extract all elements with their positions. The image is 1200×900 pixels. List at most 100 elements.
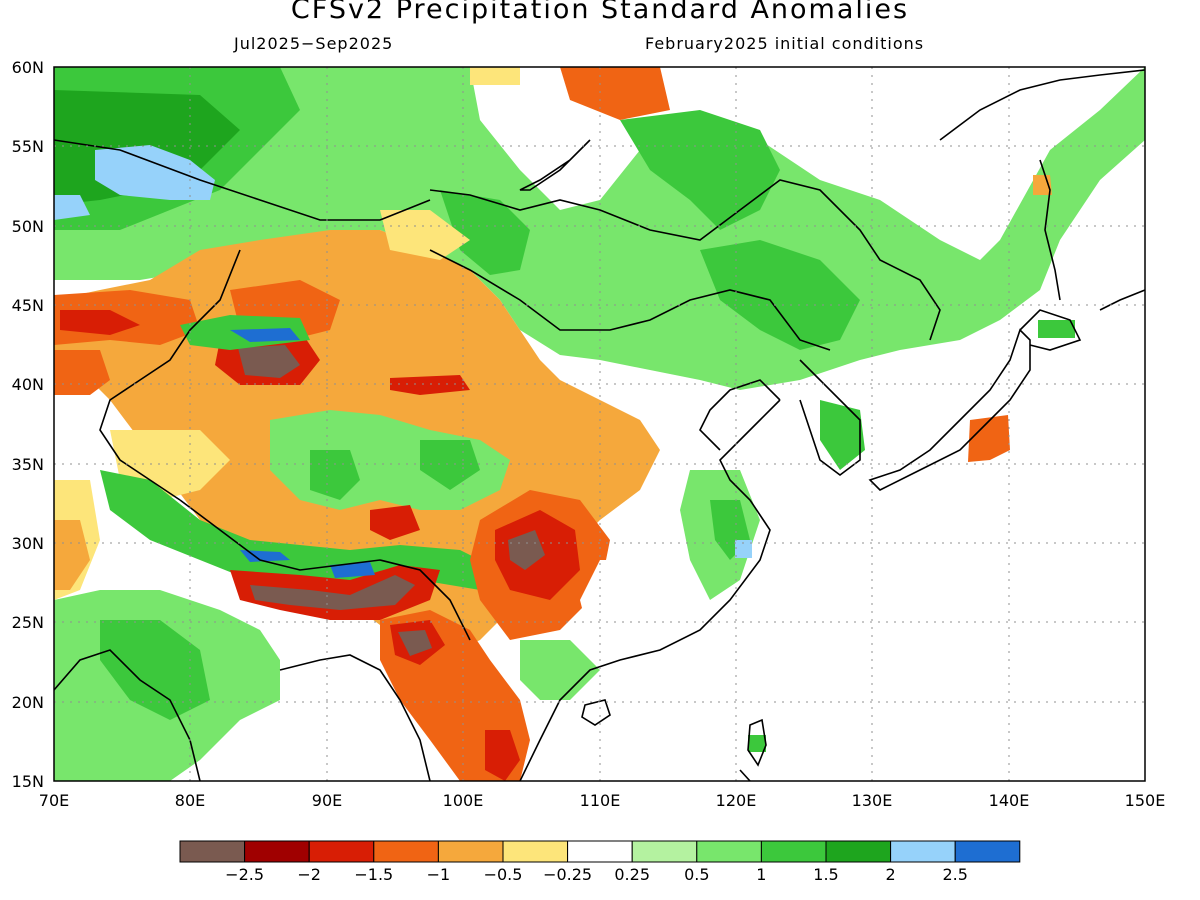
lon-label-100e: 100E: [443, 791, 484, 810]
region-india-orange: [54, 520, 90, 590]
lon-label-120e: 120E: [716, 791, 757, 810]
region-north-yellow: [470, 67, 520, 85]
region-xinjiang-brown: [238, 345, 300, 378]
map-title: CFSv2 Precipitation Standard Anomalies: [290, 0, 910, 25]
region-east-green: [700, 240, 860, 350]
legend-swatch: [760, 840, 827, 863]
baikal-lake: [519, 139, 591, 191]
region-shanghai-lightblue: [735, 540, 752, 558]
anomaly-field: [54, 67, 1145, 781]
region-himalaya-blue-east: [330, 562, 375, 578]
lat-label-20n: 20N: [12, 693, 44, 712]
siberia-coast: [939, 69, 1145, 141]
sakhalin-coast: [1039, 159, 1061, 301]
legend-swatch: [308, 840, 375, 863]
legend-label: −1.5: [354, 865, 393, 884]
bay-bengal-coast: [279, 654, 431, 781]
legend-swatch: [244, 840, 310, 863]
region-hokkaido-green: [1038, 320, 1075, 338]
legend-swatch: [373, 840, 439, 863]
lon-label-130e: 130E: [852, 791, 893, 810]
map-frame: [53, 66, 1146, 782]
china-mongolia-border: [429, 249, 831, 351]
region-balkhash-lightblue: [95, 145, 215, 200]
region-indochina-red: [485, 730, 520, 781]
region-south-china-white: [580, 560, 690, 660]
legend-label: 1.5: [813, 865, 838, 884]
region-japan-orange: [968, 415, 1010, 462]
initial-conditions: February2025 initial conditions: [645, 34, 925, 53]
region-himalaya-green: [100, 470, 500, 590]
region-himalaya-blue: [240, 550, 290, 562]
lat-label-55n: 55N: [12, 137, 44, 156]
china-west-border: [99, 249, 241, 501]
region-tibet-darkgreen-east: [420, 440, 480, 490]
legend-swatch: [179, 840, 246, 863]
himalaya-border: [179, 499, 471, 641]
lon-label-140e: 140E: [989, 791, 1030, 810]
legend-label: −2.5: [225, 865, 264, 884]
legend-label: 1: [756, 865, 766, 884]
hokkaido-coast: [1019, 309, 1082, 351]
region-india-darkgreen: [100, 620, 210, 720]
korea-coast: [799, 359, 861, 476]
color-legend: −2.5 −2 −1.5 −1 −0.5 −0.25 0.25 0.5 1 1.5 2 2.5: [179, 840, 1021, 884]
legend-label: −0.25: [543, 865, 592, 884]
region-myanmar-brown: [398, 630, 432, 656]
region-xinjiang-yellow-north: [380, 210, 470, 260]
region-tibet-darkgreen: [310, 450, 360, 500]
kazakhstan-border: [54, 139, 431, 221]
region-indochina-green: [520, 640, 600, 700]
region-tienshan-blue: [230, 328, 300, 342]
legend-swatch: [825, 840, 892, 863]
region-manchuria-green: [620, 110, 780, 230]
legend-swatch: [437, 840, 504, 863]
legend-label: −1: [427, 865, 451, 884]
hainan-coast: [581, 699, 611, 726]
forecast-period: Jul2025−Sep2025: [234, 34, 394, 53]
region-north-orange: [560, 67, 670, 120]
region-west-siberia-lightblue: [54, 195, 90, 220]
region-himalaya-brown: [250, 575, 415, 610]
coastlines: [54, 69, 1145, 781]
lon-label-90e: 90E: [312, 791, 342, 810]
indochina-coast: [519, 399, 781, 781]
lat-label-50n: 50N: [12, 217, 44, 236]
lat-label-35n: 35N: [12, 455, 44, 474]
region-taklimakan-red: [390, 375, 470, 395]
legend-label: −2: [297, 865, 321, 884]
russia-china-border: [429, 179, 941, 341]
region-sichuan-brown: [508, 530, 545, 570]
philippines-coast: [739, 769, 751, 781]
legend-label: −0.5: [484, 865, 523, 884]
lat-label-60n: 60N: [12, 58, 44, 77]
legend-swatches: [179, 840, 1021, 863]
legend-swatch: [502, 840, 569, 863]
legend-labels: −2.5 −2 −1.5 −1 −0.5 −0.25 0.25 0.5 1 1.5 2 2.5: [225, 865, 968, 884]
bohai-coast: [699, 379, 781, 451]
legend-swatch: [696, 840, 762, 863]
legend-label: 2: [886, 865, 896, 884]
region-sichuan-red-2: [370, 505, 420, 540]
longitude-axis: 70E 80E 90E 100E 110E 120E 130E 140E 150…: [39, 791, 1166, 810]
legend-swatch: [954, 840, 1021, 863]
legend-label: 2.5: [942, 865, 967, 884]
latitude-axis: 60N 55N 50N 45N 40N 35N 30N 25N 20N 15N: [12, 58, 44, 791]
lon-label-150e: 150E: [1125, 791, 1166, 810]
lat-label-25n: 25N: [12, 613, 44, 632]
legend-swatch: [567, 840, 633, 863]
legend-label: 0.25: [614, 865, 650, 884]
lat-label-30n: 30N: [12, 534, 44, 553]
legend-swatch: [890, 840, 956, 863]
kamchatka-coast: [1099, 289, 1145, 311]
legend-swatch: [631, 840, 698, 863]
lon-label-70e: 70E: [39, 791, 69, 810]
region-korea-green: [820, 400, 865, 470]
region-taiwan-green: [748, 735, 766, 752]
taiwan-coast: [747, 718, 767, 767]
lat-label-15n: 15N: [12, 772, 44, 791]
lat-label-40n: 40N: [12, 375, 44, 394]
region-kazakh-red: [60, 310, 140, 335]
lon-label-110e: 110E: [580, 791, 621, 810]
